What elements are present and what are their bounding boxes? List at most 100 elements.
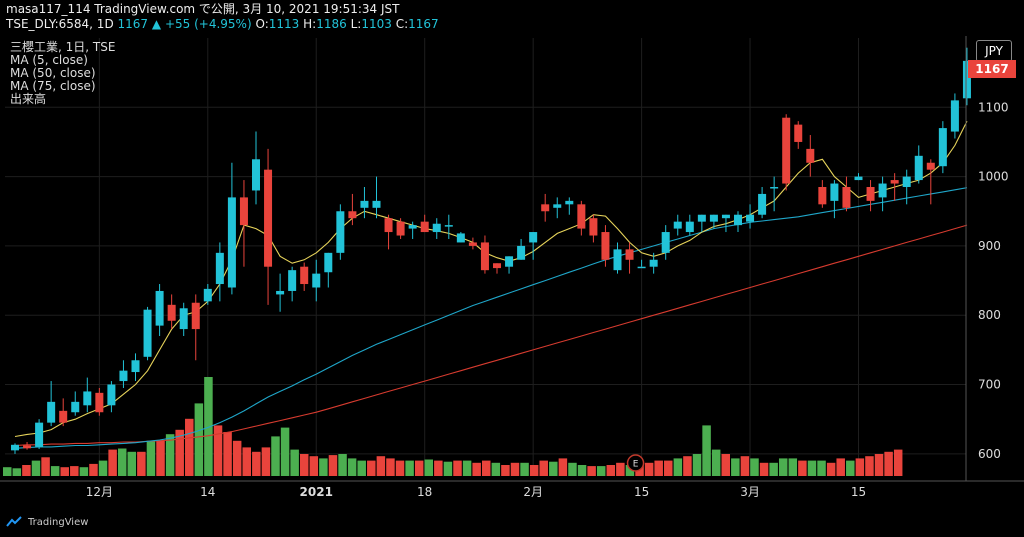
axes: 600 700 800 900 1000 1100 12月 14 2021 18 2月 15 3月 15 E (0, 36, 1024, 499)
volume-bar (60, 467, 69, 476)
candle-body (288, 270, 297, 291)
candle-body (420, 221, 429, 233)
legend-ma50[interactable]: MA (50, close) (10, 66, 96, 80)
volume-bar (520, 462, 529, 476)
ma75-line (14, 224, 968, 447)
candle-body (902, 176, 911, 188)
volume-bar (482, 460, 491, 476)
volume-bar (759, 462, 769, 476)
candle-body (131, 360, 140, 373)
candle-body (71, 401, 80, 413)
volume-bar (213, 425, 223, 476)
volume-bar (146, 440, 156, 476)
x-tick-label: 14 (200, 485, 215, 499)
candle-body (613, 249, 622, 271)
volume-bar (865, 456, 874, 476)
x-tick-label: 2月 (523, 485, 543, 499)
volume-bar (721, 454, 730, 476)
ohlc-line: TSE_DLY:6584, 1D 1167 ▲ +55 (+4.95%) O:1… (6, 17, 1016, 32)
candle-body (252, 159, 260, 191)
volume-bar (510, 462, 520, 476)
volume-bar (156, 440, 165, 476)
close-value: 1167 (408, 17, 439, 31)
candle-body (107, 384, 116, 406)
candle-body (529, 232, 538, 243)
legend-volume[interactable]: 出来高 (10, 92, 47, 106)
volume-bar (462, 460, 472, 476)
last-price: 1167 (117, 17, 149, 31)
volume-bar (319, 458, 328, 476)
close-label: C: (395, 17, 409, 31)
volume-bar (874, 454, 884, 476)
x-tick-label: 15 (634, 485, 649, 499)
candle-body (23, 445, 32, 449)
volume-bar (596, 466, 606, 476)
volume-bar (846, 460, 855, 476)
volume-bar (405, 460, 414, 476)
volume-bar (309, 456, 319, 476)
legend-ma75[interactable]: MA (75, close) (10, 79, 96, 93)
price-chart[interactable]: 600 700 800 900 1000 1100 12月 14 2021 18 2月 15 3月 15 E (0, 36, 1024, 516)
footer: TradingView (6, 516, 88, 528)
candle-body (914, 155, 923, 181)
candle-body (11, 444, 19, 451)
candle-body (721, 214, 730, 219)
y-tick-label: 1100 (978, 100, 1009, 114)
currency-button[interactable]: JPY (976, 40, 1012, 62)
candle-body (480, 242, 489, 271)
candle-body (950, 100, 959, 132)
volume-bar (12, 468, 22, 476)
volume-bar (606, 465, 616, 476)
candle-body (167, 304, 176, 321)
candle-body (565, 200, 574, 205)
volume-bar (127, 451, 137, 476)
candle-body (673, 221, 682, 229)
candle-body (746, 214, 755, 222)
candle-body (191, 302, 200, 330)
volume-bar (625, 465, 635, 476)
candle-body (155, 290, 164, 326)
candle-body (264, 169, 273, 267)
candle-body (239, 197, 248, 226)
volume-bar (798, 460, 807, 476)
volume-bar (491, 462, 501, 476)
volume-bar (443, 461, 453, 476)
ma50-line (14, 187, 968, 449)
volume-bar (817, 460, 826, 476)
candle-body (709, 214, 718, 222)
volume-bar (731, 458, 740, 476)
candle-body (408, 225, 417, 229)
candle-body (384, 218, 393, 233)
volume-bar (664, 460, 673, 476)
volume-bar (395, 460, 405, 476)
volume-bar (376, 456, 386, 476)
candle-body (830, 183, 839, 201)
candle-body (203, 288, 212, 302)
volume-bar (434, 460, 443, 476)
volume-bar (807, 460, 817, 476)
candle-body (179, 308, 188, 330)
candle-body (517, 245, 526, 260)
volume-bar (826, 462, 836, 476)
volume-bar (328, 455, 338, 476)
volume-bar (299, 454, 309, 476)
volume-bar (41, 457, 50, 476)
volume-bar (558, 458, 568, 476)
grid (5, 38, 966, 476)
legend-ma5[interactable]: MA (5, close) (10, 53, 88, 67)
candle-body (372, 200, 381, 208)
volume-bar (616, 462, 625, 476)
candle-body (589, 218, 598, 236)
volume-bar (165, 434, 175, 476)
volume-bar (788, 458, 798, 476)
candlesticks (11, 47, 971, 454)
chart-header: masa117_114 TradingView.com で公開, 3月 10, … (6, 2, 1016, 36)
volume-bar (740, 456, 750, 476)
candle-body (215, 252, 224, 285)
volume-bar (549, 461, 558, 476)
legend-symbol[interactable]: 三櫻工業, 1日, TSE (10, 40, 116, 54)
x-tick-label: 18 (417, 485, 432, 499)
publish-info: masa117_114 TradingView.com で公開, 3月 10, … (6, 2, 400, 16)
candle-body (890, 180, 899, 184)
volume-bar (893, 449, 903, 476)
